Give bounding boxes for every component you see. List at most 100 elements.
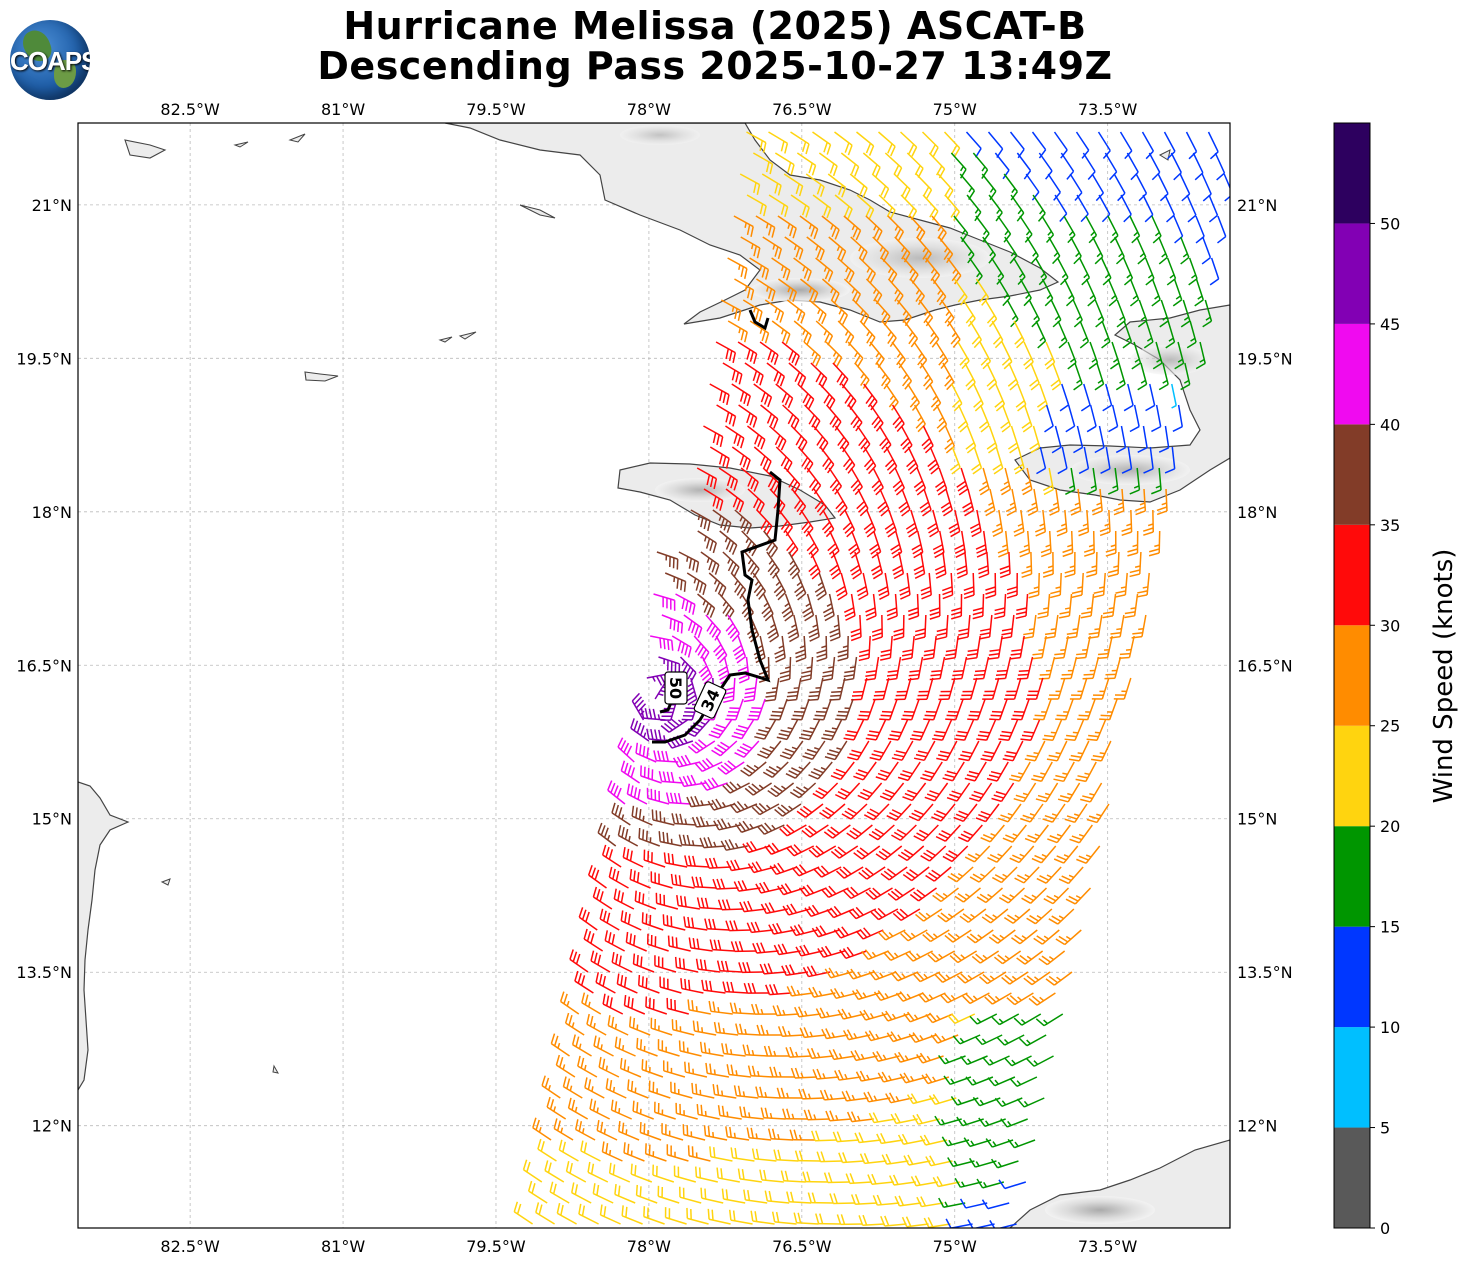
- wind-barb: [787, 614, 800, 643]
- wind-barb: [691, 1082, 715, 1099]
- wind-barb: [954, 530, 966, 558]
- wind-barb: [951, 383, 963, 412]
- wind-barb: [1195, 341, 1206, 370]
- wind-barb: [621, 1205, 643, 1225]
- wind-barb: [894, 677, 912, 701]
- wind-barb: [1157, 173, 1169, 202]
- wind-barb: [1088, 341, 1099, 370]
- wind-barb: [740, 761, 767, 777]
- wind-barb: [1159, 299, 1170, 328]
- wind-barb: [852, 299, 870, 326]
- wind-barb: [546, 1096, 567, 1120]
- wind-barb: [969, 866, 996, 883]
- wind-barb: [1137, 425, 1148, 453]
- wind-barb: [1001, 971, 1029, 985]
- wind-barb: [948, 509, 961, 538]
- wind-barb: [850, 1193, 878, 1206]
- wind-barb: [737, 1168, 762, 1183]
- wind-barb: [729, 800, 758, 814]
- wind-barb: [802, 965, 831, 978]
- wind-barb: [1023, 971, 1051, 986]
- colorbar-tick-label: 30: [1380, 616, 1400, 635]
- wind-barb: [671, 813, 697, 826]
- wind-barb: [760, 902, 789, 915]
- wind-barb: [766, 614, 780, 643]
- wind-barb: [974, 1034, 1003, 1046]
- wind-barb: [1107, 215, 1119, 244]
- wind-barb: [725, 920, 752, 932]
- wind-barb: [1209, 257, 1220, 286]
- wind-barb: [994, 152, 1010, 180]
- wind-barb: [726, 859, 754, 872]
- wind-barb: [816, 1151, 843, 1163]
- tick-label-bottom: 78°W: [627, 1237, 671, 1256]
- wind-barb: [1014, 866, 1040, 884]
- terrain-shading: [1130, 345, 1210, 375]
- wind-barb: [675, 1102, 698, 1120]
- wind-barb: [713, 635, 728, 664]
- wind-barb: [513, 1201, 533, 1225]
- wind-barb: [938, 677, 956, 701]
- wind-barb: [734, 820, 763, 833]
- axis-ticks: 82.5°W 82.5°W 81°W 81°W 79.5°W 79.5°W 78°W 78°W…: [16, 100, 1292, 1256]
- wind-barb: [946, 782, 971, 802]
- wind-barb: [843, 278, 862, 304]
- wind-barb: [1001, 341, 1013, 370]
- wind-barb: [923, 635, 937, 661]
- wind-barb: [1050, 362, 1062, 391]
- wind-barb: [760, 404, 779, 429]
- wind-barb: [614, 1183, 636, 1204]
- wind-barb: [856, 131, 875, 156]
- wind-barb: [746, 194, 767, 217]
- wind-barb: [922, 929, 950, 943]
- wind-barb: [1080, 383, 1091, 412]
- wind-barb: [725, 614, 740, 643]
- wind-barb: [877, 1071, 906, 1083]
- wind-barb: [740, 467, 759, 492]
- wind-barb: [699, 837, 726, 849]
- wind-barb: [959, 1198, 988, 1209]
- wind-barb: [1005, 488, 1017, 517]
- wind-barb: [824, 740, 848, 761]
- wind-barb: [1131, 341, 1142, 370]
- wind-barb: [742, 1044, 768, 1057]
- wind-barb: [1098, 194, 1111, 223]
- wind-barb: [1151, 215, 1162, 244]
- wind-barb: [1054, 194, 1068, 223]
- wind-barb: [587, 864, 607, 889]
- wind-barb: [991, 866, 1018, 884]
- colorbar-swatch: [1334, 424, 1370, 525]
- wind-barb: [1049, 572, 1062, 599]
- wind-barb: [1123, 383, 1134, 412]
- wind-barb: [944, 194, 960, 221]
- wind-barb: [936, 740, 958, 762]
- wind-barb: [1059, 383, 1070, 412]
- wind-barb: [1207, 131, 1219, 160]
- wind-barb: [641, 912, 664, 931]
- wind-barb: [760, 1107, 786, 1120]
- small-island: [1158, 149, 1171, 161]
- wind-barb: [823, 824, 851, 839]
- wind-barb: [750, 1210, 775, 1225]
- wind-barb: [1099, 509, 1111, 537]
- wind-barb: [565, 1161, 587, 1183]
- wind-barb: [841, 1090, 869, 1102]
- wind-barb: [854, 1132, 882, 1144]
- wind-barb: [954, 719, 975, 741]
- wind-barb: [980, 740, 1002, 762]
- wind-barb: [637, 974, 660, 994]
- tick-label-bottom: 73.5°W: [1078, 1237, 1138, 1256]
- wind-barb: [718, 593, 735, 620]
- wind-barb: [1016, 656, 1034, 680]
- cayman-brac: [438, 336, 453, 343]
- tick-label-top: 81°W: [321, 100, 365, 119]
- wind-barb: [1048, 488, 1060, 516]
- wind-barb: [601, 1141, 623, 1162]
- wind-barb: [1028, 299, 1041, 328]
- wind-barb: [705, 614, 722, 641]
- wind-barb: [991, 1013, 1020, 1026]
- wind-barb: [920, 761, 943, 782]
- wind-barb: [906, 1093, 935, 1105]
- wind-barb: [617, 737, 635, 763]
- graticule: [78, 123, 1230, 1228]
